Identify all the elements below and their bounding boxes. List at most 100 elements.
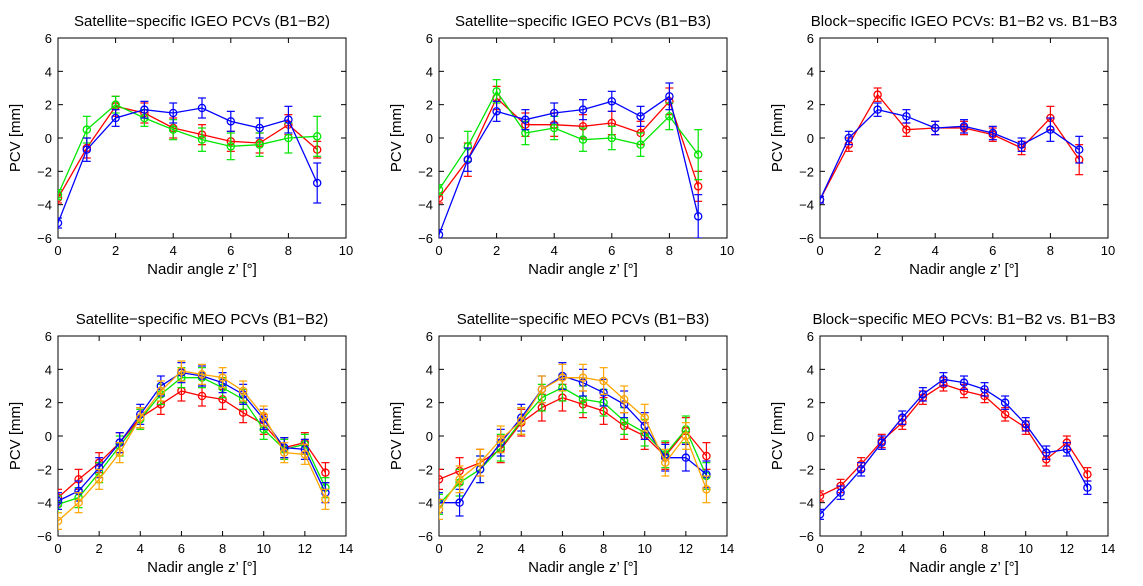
data-point — [115, 448, 124, 457]
y-tick-label: 2 — [426, 396, 433, 411]
data-point — [280, 448, 289, 457]
y-tick-label: −2 — [37, 462, 52, 477]
data-point — [619, 395, 629, 404]
data-point — [197, 370, 207, 379]
data-point — [321, 495, 330, 504]
data-point — [1074, 145, 1084, 154]
y-tick-label: −2 — [799, 164, 814, 179]
series-2 — [58, 97, 322, 229]
series-1 — [439, 79, 703, 196]
chart-title: Satellite−specific IGEO PCVs (B1−B2) — [74, 13, 330, 30]
y-tick-label: 2 — [426, 98, 433, 113]
y-tick-label: 6 — [807, 31, 814, 46]
data-point — [959, 122, 969, 131]
data-point — [661, 458, 670, 467]
x-tick-label: 10 — [720, 243, 734, 258]
series-1 — [58, 367, 330, 514]
x-tick-label: 10 — [1101, 243, 1115, 258]
data-point — [1017, 140, 1026, 149]
data-point — [549, 123, 559, 133]
series-line — [439, 375, 707, 504]
data-point — [475, 458, 485, 467]
series-3 — [58, 360, 330, 530]
y-tick-label: −2 — [37, 164, 52, 179]
y-tick-label: −6 — [37, 231, 52, 246]
data-point — [959, 378, 969, 387]
series-line — [58, 371, 327, 502]
y-tick-label: −4 — [799, 198, 814, 213]
data-point — [558, 373, 567, 382]
data-point — [693, 150, 703, 159]
data-point — [898, 413, 907, 422]
y-axis-label: PCV [mm] — [7, 402, 24, 470]
x-tick-label: 6 — [559, 541, 566, 556]
data-point — [58, 190, 63, 199]
data-point — [665, 92, 674, 101]
x-tick-label: 10 — [339, 243, 353, 258]
x-tick-label: 0 — [816, 243, 823, 258]
data-point — [693, 212, 703, 221]
series-0 — [439, 85, 703, 204]
data-point — [168, 125, 178, 134]
panel-meo-b1-b2: Satellite−specific MEO PCVs (B1−B2) 0 2 4 6 8… — [7, 311, 353, 576]
x-tick-label: 4 — [518, 541, 525, 556]
data-point — [140, 105, 149, 114]
series-line — [58, 105, 318, 199]
y-tick-label: 0 — [807, 429, 814, 444]
y-tick-label: 4 — [807, 64, 814, 79]
data-point — [693, 182, 703, 191]
x-tick-label: 2 — [477, 541, 484, 556]
data-point — [856, 465, 866, 474]
y-tick-label: 0 — [807, 131, 814, 146]
data-point — [939, 375, 948, 384]
x-tick-label: 4 — [932, 243, 939, 258]
series-0 — [820, 377, 1092, 502]
panel-igeo-b1-b3: Satellite−specific IGEO PCVs (B1−B3) 0 2 4 6… — [388, 13, 734, 278]
data-point — [284, 133, 293, 143]
data-point — [873, 105, 882, 114]
series-3 — [439, 363, 711, 520]
x-tick-label: 6 — [178, 541, 185, 556]
series-line — [58, 107, 318, 224]
panel-igeo-b1-b2: Satellite−specific IGEO PCVs (B1−B2) 0 2 4 6… — [7, 13, 353, 278]
y-axis-label: PCV [mm] — [7, 104, 24, 172]
x-axis-label: Nadir angle z’ [°] — [528, 559, 638, 576]
x-axis-label: Nadir angle z’ [°] — [909, 261, 1019, 278]
data-point — [58, 496, 63, 506]
x-tick-label: 14 — [1101, 541, 1115, 556]
y-tick-label: 0 — [45, 131, 52, 146]
data-point — [1083, 470, 1092, 479]
x-tick-label: 2 — [493, 243, 500, 258]
x-axis-label: Nadir angle z’ [°] — [528, 261, 638, 278]
data-point — [312, 178, 322, 188]
panel-igeo-block: Block−specific IGEO PCVs: B1−B2 vs. B1−B… — [769, 13, 1117, 278]
y-tick-label: 4 — [807, 362, 814, 377]
y-tick-label: −6 — [418, 231, 433, 246]
data-point — [94, 475, 104, 484]
series-line — [820, 108, 1080, 200]
data-point — [255, 123, 264, 133]
series-1 — [820, 372, 1092, 520]
y-tick-label: 4 — [45, 362, 52, 377]
chart-title: Satellite−specific IGEO PCVs (B1−B3) — [455, 13, 711, 30]
x-tick-label: 12 — [298, 541, 312, 556]
data-point — [844, 133, 854, 143]
series-0 — [58, 380, 330, 507]
y-tick-label: 6 — [45, 329, 52, 344]
data-point — [300, 450, 310, 459]
x-tick-label: 12 — [1060, 541, 1074, 556]
y-tick-label: 4 — [426, 64, 433, 79]
data-point — [136, 413, 145, 422]
y-tick-label: 2 — [807, 98, 814, 113]
x-tick-label: 10 — [1018, 541, 1032, 556]
data-point — [988, 128, 998, 138]
x-tick-label: 8 — [1047, 243, 1054, 258]
x-tick-label: 14 — [339, 541, 353, 556]
data-point — [820, 510, 825, 519]
chart-title: Block−specific IGEO PCVs: B1−B2 vs. B1−B… — [811, 13, 1117, 30]
y-tick-label: 0 — [426, 429, 433, 444]
x-tick-label: 2 — [858, 541, 865, 556]
y-tick-label: −4 — [37, 198, 52, 213]
y-tick-label: −4 — [418, 198, 433, 213]
